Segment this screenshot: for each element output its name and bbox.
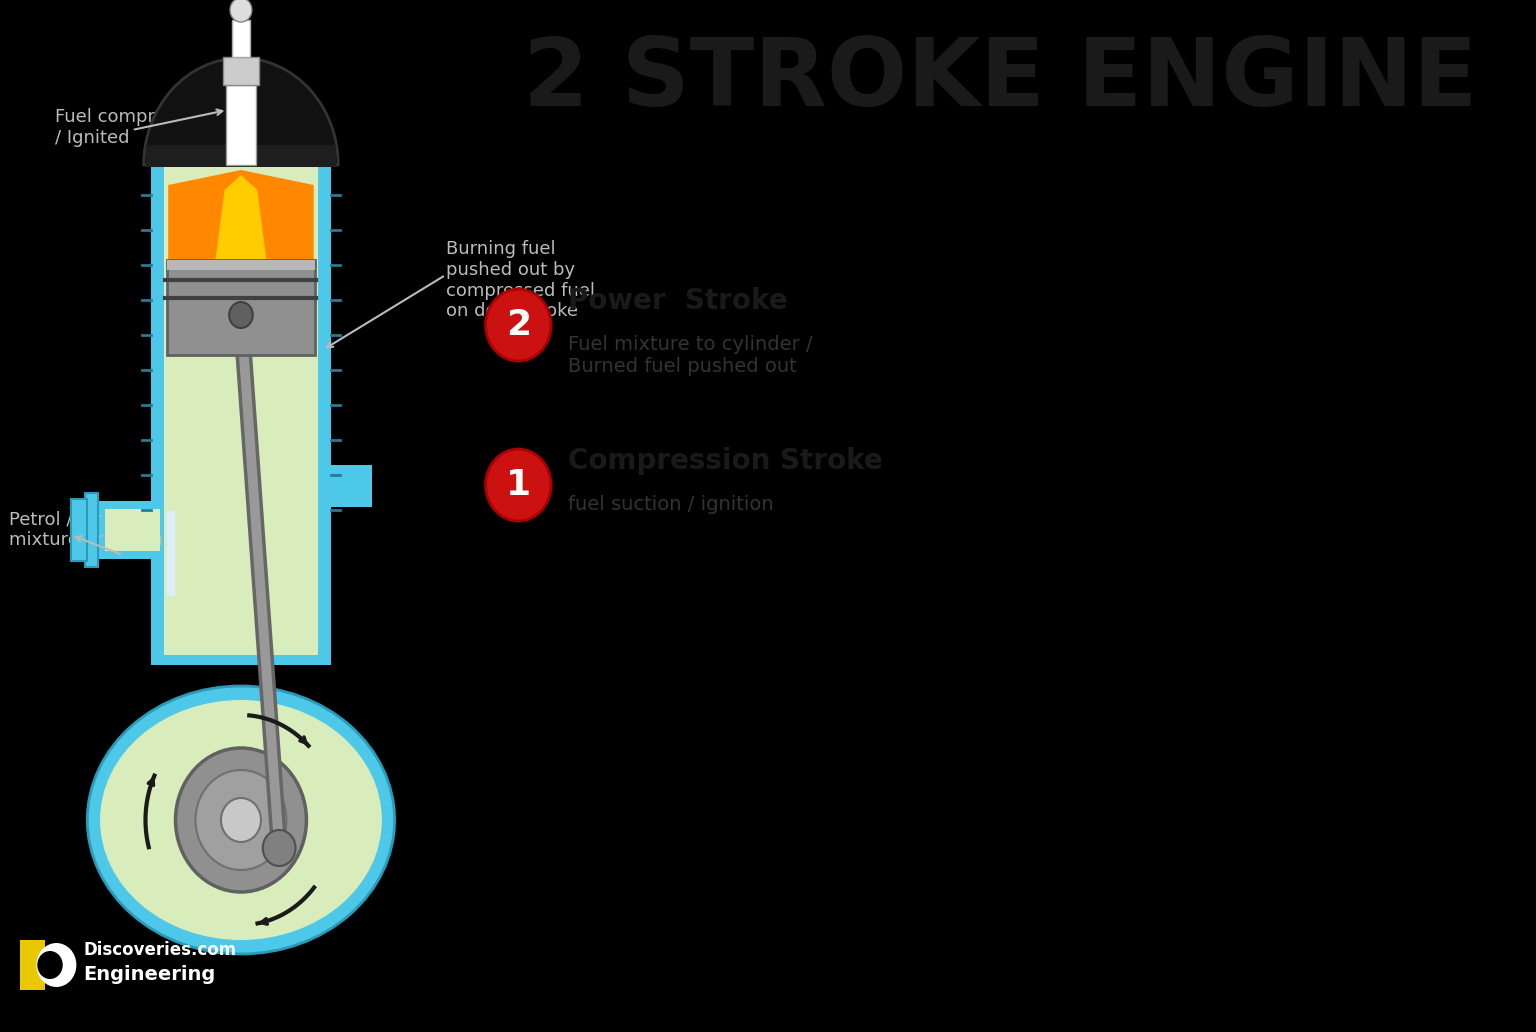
Circle shape xyxy=(485,449,551,521)
Circle shape xyxy=(37,943,77,987)
Text: Fuel compressed
/ Ignited: Fuel compressed / Ignited xyxy=(55,108,206,147)
Bar xyxy=(164,615,318,655)
Circle shape xyxy=(195,770,286,870)
Circle shape xyxy=(229,302,253,328)
Circle shape xyxy=(175,748,306,892)
Bar xyxy=(71,499,88,561)
Bar xyxy=(167,260,315,355)
Bar xyxy=(151,165,330,620)
Bar xyxy=(223,57,260,85)
Text: 2 STROKE ENGINE: 2 STROKE ENGINE xyxy=(522,34,1478,126)
Bar xyxy=(151,615,330,665)
Bar xyxy=(146,146,335,167)
Bar xyxy=(330,465,372,507)
Bar xyxy=(226,85,255,165)
Bar xyxy=(20,940,46,990)
Text: Compression Stroke: Compression Stroke xyxy=(568,447,883,475)
Text: Engineering: Engineering xyxy=(83,966,217,985)
Text: fuel suction / ignition: fuel suction / ignition xyxy=(568,495,774,514)
Text: 1: 1 xyxy=(505,469,531,502)
Ellipse shape xyxy=(100,700,382,940)
Text: Fuel mixture to cylinder /
Burned fuel pushed out: Fuel mixture to cylinder / Burned fuel p… xyxy=(568,335,813,376)
Circle shape xyxy=(485,289,551,361)
Bar xyxy=(164,165,318,620)
Ellipse shape xyxy=(88,686,395,954)
Bar xyxy=(86,493,98,567)
Circle shape xyxy=(37,952,63,979)
Bar xyxy=(232,20,250,57)
Polygon shape xyxy=(169,170,313,260)
Bar xyxy=(167,260,315,270)
Circle shape xyxy=(230,0,252,22)
Text: Discoveries.com: Discoveries.com xyxy=(83,941,237,959)
Wedge shape xyxy=(144,58,338,165)
Bar xyxy=(106,509,160,551)
Text: 2: 2 xyxy=(505,309,531,342)
Bar xyxy=(97,501,164,559)
Text: Burning fuel
pushed out by
compressed fuel
on downstroke: Burning fuel pushed out by compressed fu… xyxy=(445,240,594,320)
Polygon shape xyxy=(215,175,266,260)
Text: Petrol / air
mixture drawn in: Petrol / air mixture drawn in xyxy=(9,510,163,549)
Circle shape xyxy=(221,798,261,842)
Text: Power  Stroke: Power Stroke xyxy=(568,287,788,315)
Circle shape xyxy=(263,830,295,866)
